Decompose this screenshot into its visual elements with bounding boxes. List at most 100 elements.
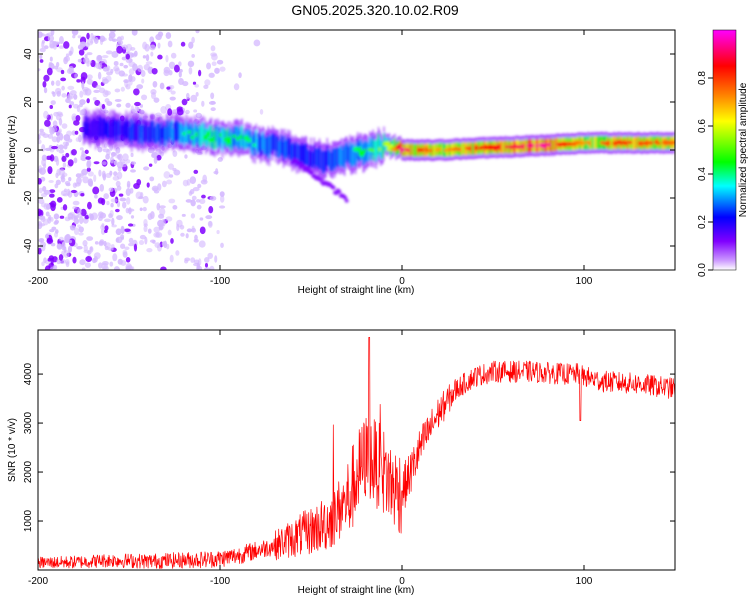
ridge-band xyxy=(610,137,612,150)
scatter-blob xyxy=(101,170,106,179)
ridge-band xyxy=(597,136,599,149)
ridge-band xyxy=(286,140,288,157)
scatter-blob xyxy=(72,205,78,210)
scatter-blob xyxy=(172,167,177,172)
scatter-blob xyxy=(151,151,158,158)
scatter-blob xyxy=(67,85,75,91)
scatter-blob xyxy=(139,234,146,240)
scatter-blob xyxy=(199,217,204,221)
scatter-blob xyxy=(191,227,197,233)
ridge-band xyxy=(277,136,279,158)
scatter-blob xyxy=(181,98,188,106)
scatter-blob xyxy=(97,71,102,80)
scatter-blob xyxy=(220,242,224,248)
scatter-blob xyxy=(204,79,211,86)
ridge-band xyxy=(595,136,597,149)
ridge-band xyxy=(554,138,557,152)
scatter-blob xyxy=(58,117,63,126)
ridge-band xyxy=(280,135,283,154)
ridge-band xyxy=(109,124,111,142)
scatter-blob xyxy=(201,100,205,107)
scatter-blob xyxy=(70,189,77,194)
ridge-band xyxy=(256,138,259,154)
scatter-blob xyxy=(41,261,45,267)
scatter-blob xyxy=(102,66,110,72)
scatter-blob xyxy=(68,65,74,73)
ridge-band xyxy=(158,123,160,142)
ridge-band xyxy=(551,138,553,151)
ridge-band xyxy=(331,148,334,172)
scatter-blob xyxy=(115,228,122,236)
scatter-blob xyxy=(184,257,191,262)
scatter-blob xyxy=(156,202,161,211)
scatter-blob xyxy=(180,232,185,237)
scatter-blob xyxy=(47,35,55,42)
scatter-blob xyxy=(86,62,90,67)
scatter-blob xyxy=(195,30,200,34)
scatter-blob xyxy=(93,161,100,165)
colorbar-tick-label: 0.2 xyxy=(697,215,708,229)
ridge-band xyxy=(351,144,354,167)
scatter-blob xyxy=(112,175,120,181)
ridge-band xyxy=(147,126,149,143)
ridge-band xyxy=(291,142,294,164)
scatter-blob xyxy=(113,160,118,166)
ridge-band xyxy=(288,138,290,156)
ridge-tail xyxy=(337,189,342,194)
scatter-blob xyxy=(49,266,56,270)
scatter-blob xyxy=(47,166,53,175)
ridge-band xyxy=(118,118,121,136)
scatter-blob xyxy=(116,185,122,191)
ridge-band xyxy=(296,143,299,159)
scatter-blob xyxy=(38,178,42,185)
scatter-blob xyxy=(216,59,224,65)
ridge-band xyxy=(221,129,224,152)
ridge-tail xyxy=(318,176,323,181)
scatter-blob xyxy=(153,190,160,194)
snr-series-line xyxy=(38,337,675,569)
scatter-blob xyxy=(168,61,176,70)
scatter-blob xyxy=(98,169,102,177)
ridge-band xyxy=(90,119,93,138)
ridge-band xyxy=(199,127,202,147)
ridge-band xyxy=(152,121,155,143)
snr-plot-area xyxy=(38,330,675,570)
scatter-blob xyxy=(123,228,131,232)
scatter-blob xyxy=(75,114,81,122)
scatter-blob xyxy=(110,198,118,203)
ridge-band xyxy=(500,140,502,154)
ridge-band xyxy=(320,151,323,171)
scatter-blob xyxy=(199,226,206,235)
ridge-band xyxy=(235,126,238,148)
scatter-blob xyxy=(69,225,76,229)
ridge-band xyxy=(174,121,177,141)
scatter-blob xyxy=(38,215,46,220)
scatter-blob xyxy=(72,34,76,39)
scatter-blob xyxy=(64,181,71,185)
ridge-band xyxy=(312,151,314,168)
ridge-band xyxy=(344,143,347,164)
ridge-band xyxy=(266,136,268,158)
scatter-blob xyxy=(38,134,41,140)
ridge-band xyxy=(276,135,278,152)
scatter-blob xyxy=(151,185,159,192)
scatter-blob xyxy=(185,233,189,239)
scatter-blob xyxy=(121,73,128,77)
ridge-band xyxy=(281,136,284,157)
ridge-band xyxy=(200,124,203,147)
scatter-blob xyxy=(54,231,59,238)
top-x-axis: -200 -100 0 100 xyxy=(28,30,593,287)
scatter-blob xyxy=(115,147,121,154)
ridge-band xyxy=(552,139,555,152)
scatter-blob xyxy=(170,90,176,95)
scatter-blob xyxy=(210,100,216,105)
ridge-band xyxy=(176,120,179,142)
ridge-tail xyxy=(331,185,336,190)
ridge-band xyxy=(267,133,270,155)
scatter-blob xyxy=(51,126,58,133)
scatter-blob xyxy=(110,202,114,208)
ridge-band xyxy=(328,149,331,169)
scatter-blob xyxy=(71,30,79,36)
ridge-band xyxy=(98,117,100,140)
scatter-blob xyxy=(84,54,88,58)
